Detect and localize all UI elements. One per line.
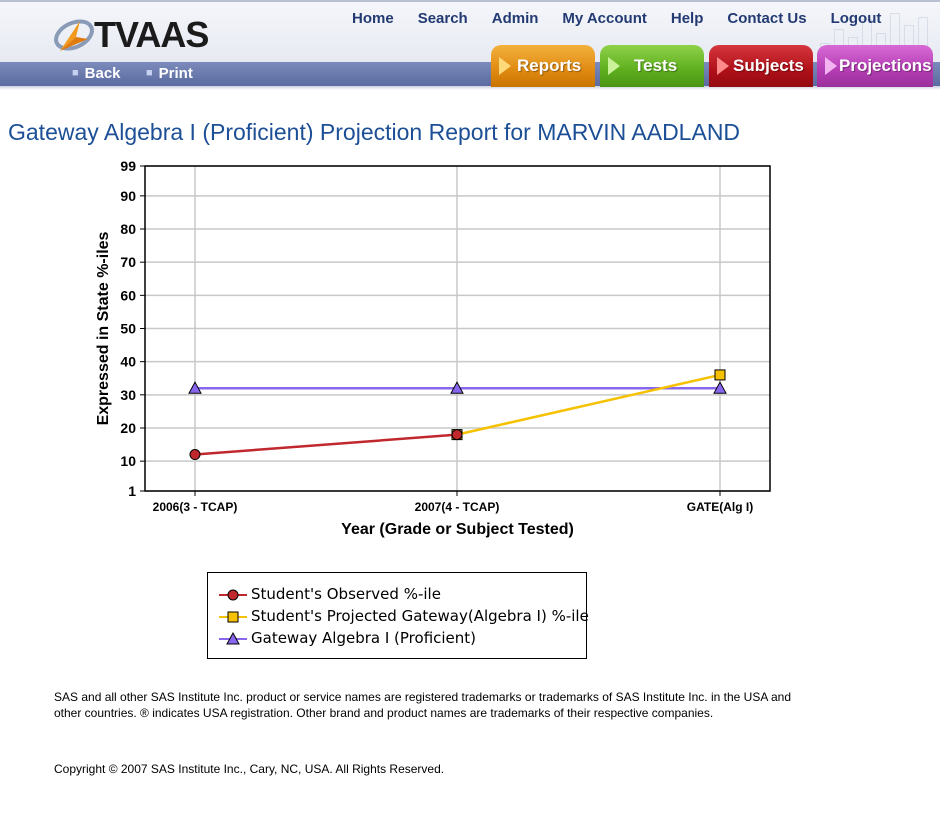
y-tick-label: 30 bbox=[120, 387, 136, 403]
y-tick-label: 60 bbox=[120, 287, 136, 303]
nav-my-account-link[interactable]: My Account bbox=[562, 10, 647, 27]
data-point-proficient bbox=[188, 381, 202, 394]
nav-search-link[interactable]: Search bbox=[417, 10, 468, 27]
back-link[interactable]: ■ Back bbox=[72, 65, 121, 82]
series-line bbox=[194, 433, 458, 456]
y-tick-label: 80 bbox=[120, 221, 136, 237]
data-point-observed bbox=[189, 449, 201, 461]
header: TVAAS Home Search Admin My Account Help … bbox=[0, 0, 940, 90]
page-title: Gateway Algebra I (Proficient) Projectio… bbox=[8, 119, 741, 145]
logo-text: TVAAS bbox=[94, 14, 209, 55]
logo-swoosh-icon bbox=[54, 19, 94, 51]
y-tick-label: 40 bbox=[120, 354, 136, 370]
data-point-observed bbox=[451, 429, 463, 441]
play-arrow-icon bbox=[825, 57, 837, 75]
plot-frame bbox=[144, 165, 771, 492]
x-tick-label: GATE(Alg I) bbox=[687, 500, 753, 514]
y-tick-label: 70 bbox=[120, 254, 136, 270]
tab-reports[interactable]: Reports bbox=[491, 45, 595, 87]
tab-subjects-label: Subjects bbox=[733, 56, 804, 75]
tab-subjects[interactable]: Subjects bbox=[709, 45, 813, 87]
header-banner: TVAAS Home Search Admin My Account Help … bbox=[0, 0, 940, 64]
data-point-proficient bbox=[713, 381, 727, 394]
nav-logout-link[interactable]: Logout bbox=[830, 10, 882, 27]
tab-projections-label: Projections bbox=[839, 56, 932, 75]
print-link[interactable]: ■ Print bbox=[146, 65, 193, 82]
bullet-icon: ■ bbox=[146, 67, 153, 79]
y-tick-label: 50 bbox=[120, 321, 136, 337]
series-line bbox=[456, 373, 721, 436]
y-tick-label: 99 bbox=[120, 158, 136, 174]
projection-chart: 1 10 20 30 40 50 60 70 80 90 99 2006(3 - TCAP) 2007(… bbox=[95, 158, 771, 538]
tab-tests-label: Tests bbox=[634, 56, 678, 75]
legend-label-observed: Student's Observed %-ile bbox=[251, 585, 441, 603]
circle-marker-icon bbox=[219, 589, 247, 601]
x-tick-label: 2007(4 - TCAP) bbox=[415, 500, 500, 514]
y-tick-label: 20 bbox=[120, 420, 136, 436]
tab-projections[interactable]: Projections bbox=[817, 45, 933, 87]
footer-copyright: Copyright © 2007 SAS Institute Inc., Car… bbox=[54, 762, 445, 776]
tab-reports-label: Reports bbox=[517, 56, 582, 75]
print-label: Print bbox=[158, 65, 193, 82]
back-label: Back bbox=[84, 65, 121, 82]
y-tick-label: 90 bbox=[120, 188, 136, 204]
triangle-marker-icon bbox=[219, 631, 247, 645]
nav-admin-link[interactable]: Admin bbox=[491, 10, 539, 27]
data-point-proficient bbox=[450, 381, 464, 394]
x-tick-label: 2006(3 - TCAP) bbox=[153, 500, 238, 514]
play-arrow-icon bbox=[499, 57, 511, 75]
data-point-projected bbox=[714, 369, 726, 381]
footer-trademark-notice: SAS and all other SAS Institute Inc. pro… bbox=[54, 690, 792, 720]
y-axis-title: Expressed in State %-iles bbox=[95, 231, 112, 425]
y-tick-label: 10 bbox=[120, 453, 136, 469]
play-arrow-icon bbox=[608, 57, 620, 75]
legend-label-proficient: Gateway Algebra I (Proficient) bbox=[251, 629, 477, 647]
square-marker-icon bbox=[219, 611, 247, 623]
x-axis-title: Year (Grade or Subject Tested) bbox=[341, 521, 574, 538]
nav-contact-us-link[interactable]: Contact Us bbox=[727, 10, 807, 27]
legend-label-projected: Student's Projected Gateway(Algebra I) %… bbox=[251, 607, 589, 625]
tab-tests[interactable]: Tests bbox=[600, 45, 704, 87]
nav-home-link[interactable]: Home bbox=[352, 10, 394, 27]
chart-legend: Student's Observed %-ile Student's Proje… bbox=[207, 572, 589, 659]
top-navigation: Home Search Admin My Account Help Contac… bbox=[340, 10, 893, 27]
y-tick-label: 1 bbox=[128, 483, 136, 499]
nav-help-link[interactable]: Help bbox=[670, 10, 704, 27]
header-shadow bbox=[0, 86, 940, 90]
bullet-icon: ■ bbox=[72, 67, 79, 79]
play-arrow-icon bbox=[717, 57, 729, 75]
